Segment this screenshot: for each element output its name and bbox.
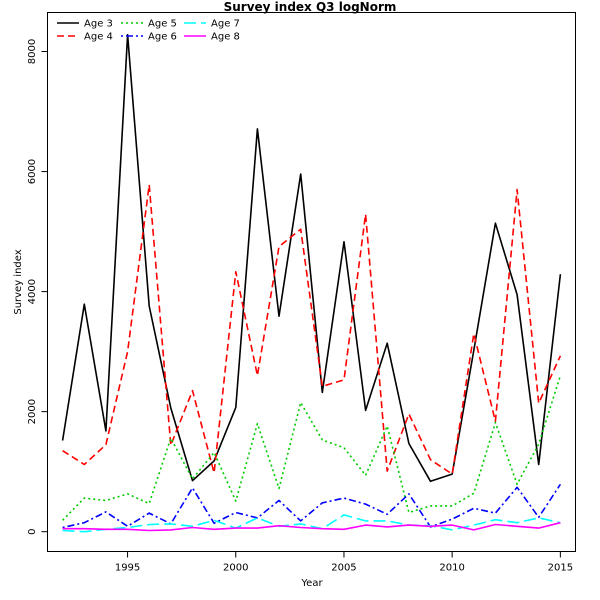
- x-tick-label: 2015: [548, 563, 573, 574]
- legend-label: Age 3: [84, 19, 113, 30]
- x-tick-label: 2005: [331, 563, 356, 574]
- chart-title: Survey index Q3 logNorm: [224, 0, 397, 14]
- series-line-age-4: [62, 184, 562, 475]
- legend-label: Age 8: [211, 32, 240, 43]
- plot-frame: [47, 12, 576, 552]
- legend-label: Age 5: [148, 19, 177, 30]
- y-tick-label: 6000: [27, 159, 38, 184]
- legend-label: Age 4: [84, 32, 113, 43]
- series-line-age-5: [62, 375, 562, 521]
- legend-label: Age 6: [148, 32, 177, 43]
- plot-series: [61, 33, 562, 533]
- series-line-age-8: [62, 521, 561, 532]
- y-axis-label: Survey index: [13, 249, 24, 314]
- x-tick-label: 2000: [223, 563, 248, 574]
- x-tick-label: 1995: [115, 563, 140, 574]
- y-axis: 0 2000 4000 6000 8000: [27, 39, 48, 535]
- y-tick-label: 2000: [27, 399, 38, 424]
- legend-label: Age 7: [211, 19, 240, 30]
- y-tick-label: 4000: [27, 279, 38, 304]
- series-line-age-3: [61, 33, 562, 483]
- legend: Age 3 Age 4 Age 5 Age 6 Age 7 Age 8: [57, 19, 240, 43]
- x-tick-label: 2010: [439, 563, 464, 574]
- series-line-age-7: [62, 514, 561, 533]
- series-line-age-6: [62, 483, 562, 529]
- y-tick-label: 0: [27, 529, 38, 535]
- x-axis: 1995 2000 2005 2010 2015: [115, 551, 573, 574]
- y-tick-label: 8000: [27, 39, 38, 64]
- x-axis-label: Year: [300, 578, 323, 589]
